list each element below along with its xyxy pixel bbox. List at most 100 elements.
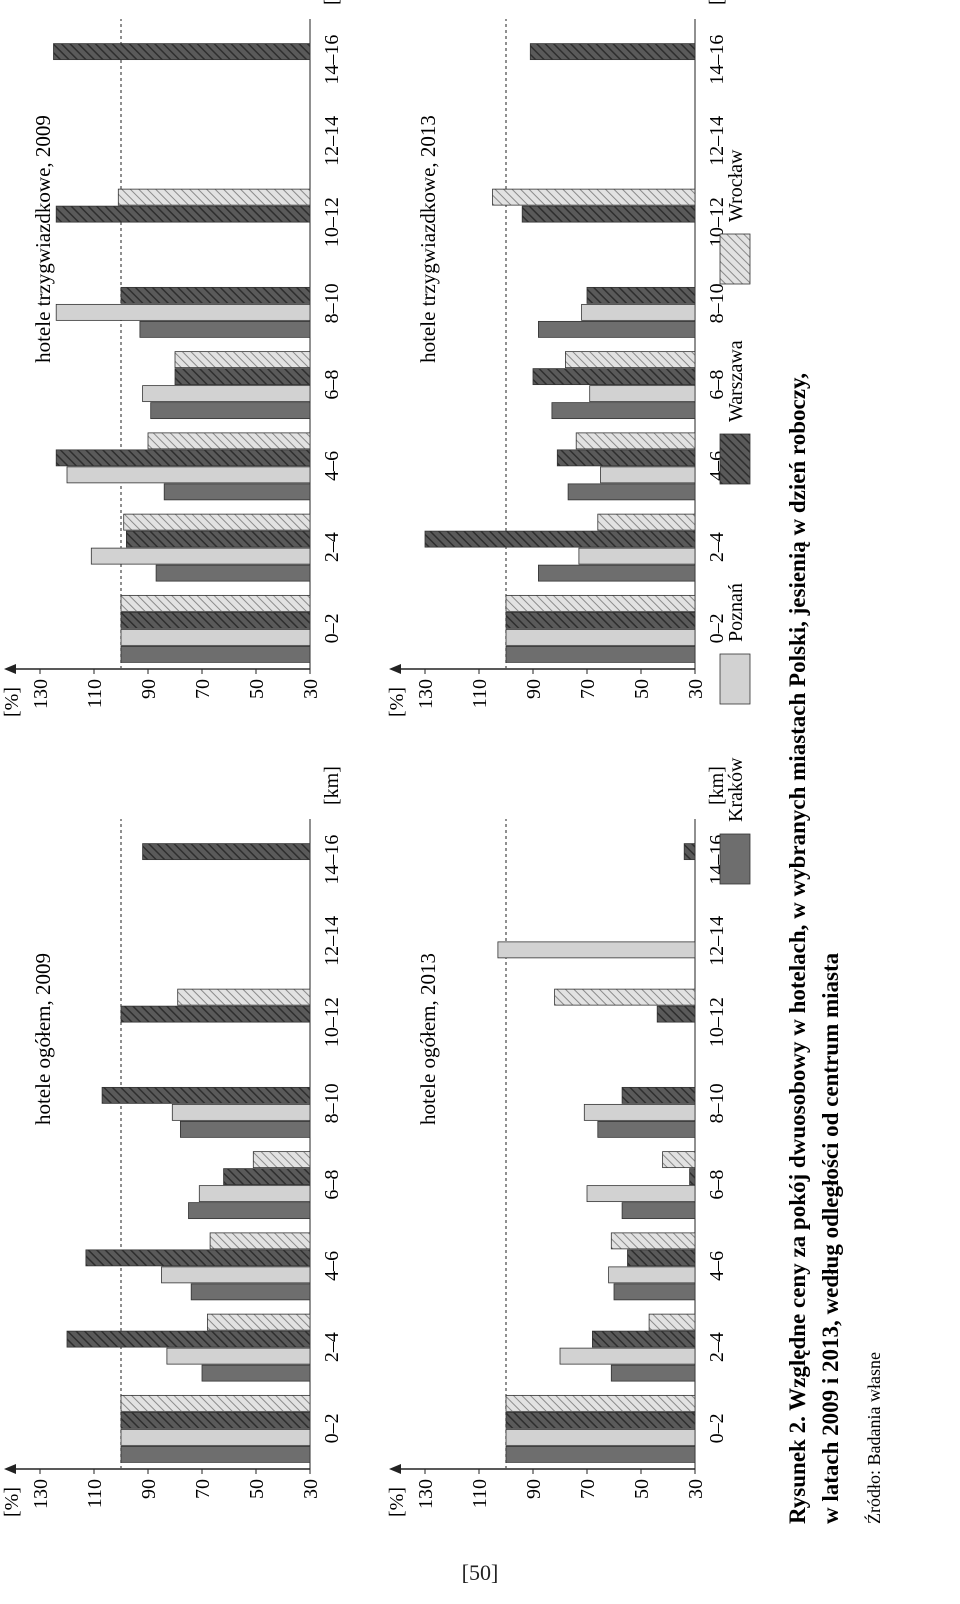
page-number: [50] <box>461 1560 499 1585</box>
bar-poznań <box>142 385 311 403</box>
x-tick-label: 14–16 <box>706 35 728 85</box>
bar-warszawa <box>85 1249 311 1267</box>
bar-warszawa <box>174 368 311 386</box>
bar-poznań <box>66 466 311 484</box>
x-axis-label: [km] <box>321 0 343 5</box>
bar-poznań <box>600 466 696 484</box>
y-tick-label: 30 <box>685 1479 707 1499</box>
legend-swatch-poznań <box>719 653 751 705</box>
bar-wrocław <box>120 594 311 612</box>
bar-kraków <box>505 1445 696 1463</box>
x-tick-label: 2–4 <box>321 532 343 562</box>
bar-wrocław <box>252 1151 311 1169</box>
bar-kraków <box>538 320 696 338</box>
bar-wrocław <box>597 513 696 531</box>
bar-warszawa <box>627 1249 696 1267</box>
bar-warszawa <box>689 1168 696 1186</box>
panel-title: hotele trzygwiazdkowe, 2013 <box>416 115 440 363</box>
bar-poznań <box>161 1266 311 1284</box>
y-tick-label: 70 <box>192 1479 214 1499</box>
y-tick-label: 90 <box>523 679 545 699</box>
y-tick-label: 30 <box>300 1479 322 1499</box>
bar-warszawa <box>126 530 311 548</box>
bar-wrocław <box>147 432 311 450</box>
legend-label-poznań: Poznań <box>725 583 747 642</box>
x-tick-label: 14–16 <box>321 35 343 85</box>
y-tick-label: 130 <box>30 1479 52 1509</box>
legend-swatch-wrocław <box>719 233 751 285</box>
bar-warszawa <box>505 611 696 629</box>
bar-wrocław <box>575 432 696 450</box>
legend: Kraków Poznań Warszawa Wrocław <box>719 149 751 885</box>
x-tick-label: 6–8 <box>321 1170 343 1200</box>
x-tick-label: 12–14 <box>706 916 728 966</box>
bar-wrocław <box>565 351 696 369</box>
bar-poznań <box>586 1185 696 1203</box>
x-tick-label: 8–10 <box>706 1083 728 1123</box>
bar-wrocław <box>610 1232 696 1250</box>
x-axis-label: [km] <box>321 766 343 805</box>
y-axis-label: [%] <box>1 687 23 717</box>
x-tick-label: 10–12 <box>321 997 343 1047</box>
bar-warszawa <box>120 611 311 629</box>
x-tick-label: 4–6 <box>706 1251 728 1281</box>
chart-panel-3: [%] 30 50 70 90 110 130 0–2 2–4 4–6 6–8 8–10 10–12 12… <box>386 766 728 1517</box>
y-tick-label: 130 <box>30 679 52 709</box>
bar-kraków <box>597 1120 696 1138</box>
bar-kraków <box>155 564 311 582</box>
chart-panel-4: [%] 305070901101300–22–44–66–88–1010–1212… <box>386 0 728 717</box>
bar-poznań <box>583 1103 696 1121</box>
bar-kraków <box>551 402 696 420</box>
bar-warszawa <box>592 1330 696 1348</box>
bar-warszawa <box>223 1168 311 1186</box>
bar-wrocław <box>209 1232 311 1250</box>
bar-poznań <box>578 547 696 565</box>
x-tick-label: 0–2 <box>706 1413 728 1443</box>
x-tick-label: 14–16 <box>321 835 343 885</box>
bar-warszawa <box>424 530 696 548</box>
y-tick-label: 110 <box>469 1479 491 1508</box>
y-tick-label: 130 <box>415 679 437 709</box>
panel-title: hotele trzygwiazdkowe, 2009 <box>31 115 55 363</box>
legend-label-kraków: Kraków <box>725 757 747 822</box>
bar-kraków <box>139 320 311 338</box>
bar-warszawa <box>55 205 311 223</box>
bar-warszawa <box>142 843 311 861</box>
bar-poznań <box>120 628 311 646</box>
x-tick-label: 10–12 <box>706 997 728 1047</box>
bar-wrocław <box>505 1394 696 1412</box>
bar-warszawa <box>53 43 311 61</box>
bar-poznań <box>608 1266 696 1284</box>
x-tick-label: 0–2 <box>321 1413 343 1443</box>
bar-wrocław <box>554 988 696 1006</box>
bar-warszawa <box>532 368 696 386</box>
bar-kraków <box>610 1364 696 1382</box>
y-tick-label: 110 <box>84 1479 106 1508</box>
bar-poznań <box>505 1428 696 1446</box>
legend-swatch-kraków <box>719 833 751 885</box>
bar-poznań <box>198 1185 311 1203</box>
bar-wrocław <box>120 1394 311 1412</box>
bar-kraków <box>188 1202 311 1220</box>
y-axis-arrow <box>389 664 401 674</box>
x-tick-label: 6–8 <box>706 1170 728 1200</box>
x-tick-label: 6–8 <box>321 370 343 400</box>
panel-title: hotele ogółem, 2013 <box>416 953 440 1125</box>
y-axis-label: [%] <box>1 1487 23 1517</box>
y-tick-label: 70 <box>577 679 599 699</box>
bar-warszawa <box>656 1005 696 1023</box>
legend-label-warszawa: Warszawa <box>725 340 747 422</box>
bar-kraków <box>505 645 696 663</box>
x-tick-label: 0–2 <box>706 613 728 643</box>
bar-kraków <box>120 645 311 663</box>
bar-wrocław <box>206 1313 311 1331</box>
x-tick-label: 10–12 <box>321 197 343 247</box>
bar-warszawa <box>120 286 311 304</box>
x-tick-label: 2–4 <box>321 1332 343 1362</box>
y-tick-label: 110 <box>469 679 491 708</box>
bar-warszawa <box>66 1330 311 1348</box>
bar-kraków <box>190 1283 311 1301</box>
chart-panel-1: [%] 30 50 70 90 110 130 0–2 2–4 4–6 6–8 8–10 10–12 12… <box>1 766 343 1517</box>
bar-warszawa <box>101 1086 311 1104</box>
